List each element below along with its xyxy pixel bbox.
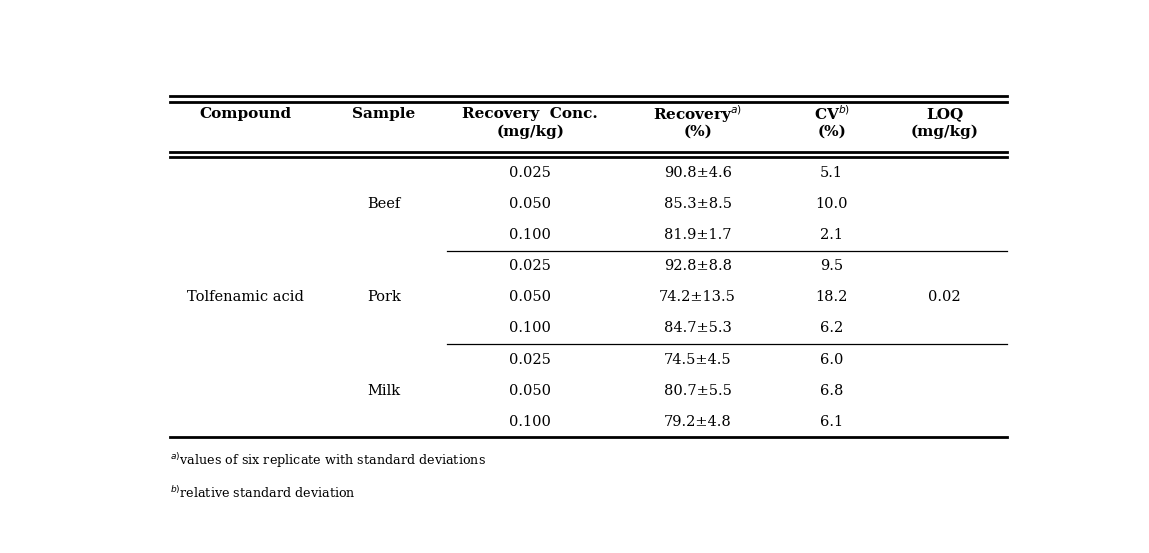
Text: 9.5: 9.5 — [820, 259, 843, 273]
Text: 90.8±4.6: 90.8±4.6 — [664, 166, 732, 180]
Text: 0.025: 0.025 — [509, 166, 552, 180]
Text: 0.100: 0.100 — [509, 321, 552, 336]
Text: Pork: Pork — [367, 290, 401, 304]
Text: 0.02: 0.02 — [928, 290, 961, 304]
Text: 0.100: 0.100 — [509, 415, 552, 429]
Text: 18.2: 18.2 — [816, 290, 848, 304]
Text: 6.2: 6.2 — [820, 321, 843, 336]
Text: (mg/kg): (mg/kg) — [496, 124, 564, 139]
Text: 6.0: 6.0 — [820, 352, 843, 367]
Text: 0.050: 0.050 — [509, 197, 552, 211]
Text: 81.9±1.7: 81.9±1.7 — [664, 228, 732, 242]
Text: (mg/kg): (mg/kg) — [911, 124, 979, 139]
Text: LOQ: LOQ — [926, 107, 963, 121]
Text: 74.2±13.5: 74.2±13.5 — [660, 290, 737, 304]
Text: 2.1: 2.1 — [820, 228, 843, 242]
Text: 0.050: 0.050 — [509, 290, 552, 304]
Text: $^{b)}$relative standard deviation: $^{b)}$relative standard deviation — [170, 484, 356, 500]
Text: Sample: Sample — [352, 107, 416, 121]
Text: 92.8±8.8: 92.8±8.8 — [664, 259, 732, 273]
Text: 6.8: 6.8 — [820, 384, 843, 398]
Text: Recovery  Conc.: Recovery Conc. — [462, 107, 599, 121]
Text: 0.100: 0.100 — [509, 228, 552, 242]
Text: 6.1: 6.1 — [820, 415, 843, 429]
Text: $^{a)}$values of six replicate with standard deviations: $^{a)}$values of six replicate with stan… — [170, 451, 486, 470]
Text: 80.7±5.5: 80.7±5.5 — [664, 384, 732, 398]
Text: 10.0: 10.0 — [816, 197, 848, 211]
Text: 0.025: 0.025 — [509, 259, 552, 273]
Text: (%): (%) — [817, 124, 846, 138]
Text: Compound: Compound — [200, 107, 292, 121]
Text: 79.2±4.8: 79.2±4.8 — [664, 415, 732, 429]
Text: (%): (%) — [684, 124, 712, 138]
Text: 74.5±4.5: 74.5±4.5 — [664, 352, 732, 367]
Text: 84.7±5.3: 84.7±5.3 — [664, 321, 732, 336]
Text: 0.025: 0.025 — [509, 352, 552, 367]
Text: Beef: Beef — [368, 197, 400, 211]
Text: 85.3±8.5: 85.3±8.5 — [664, 197, 732, 211]
Text: CV$^{b)}$: CV$^{b)}$ — [813, 105, 849, 123]
Text: Milk: Milk — [368, 384, 400, 398]
Text: 5.1: 5.1 — [820, 166, 843, 180]
Text: Tolfenamic acid: Tolfenamic acid — [187, 290, 304, 304]
Text: 0.050: 0.050 — [509, 384, 552, 398]
Text: Recovery$^{a)}$: Recovery$^{a)}$ — [653, 103, 742, 125]
